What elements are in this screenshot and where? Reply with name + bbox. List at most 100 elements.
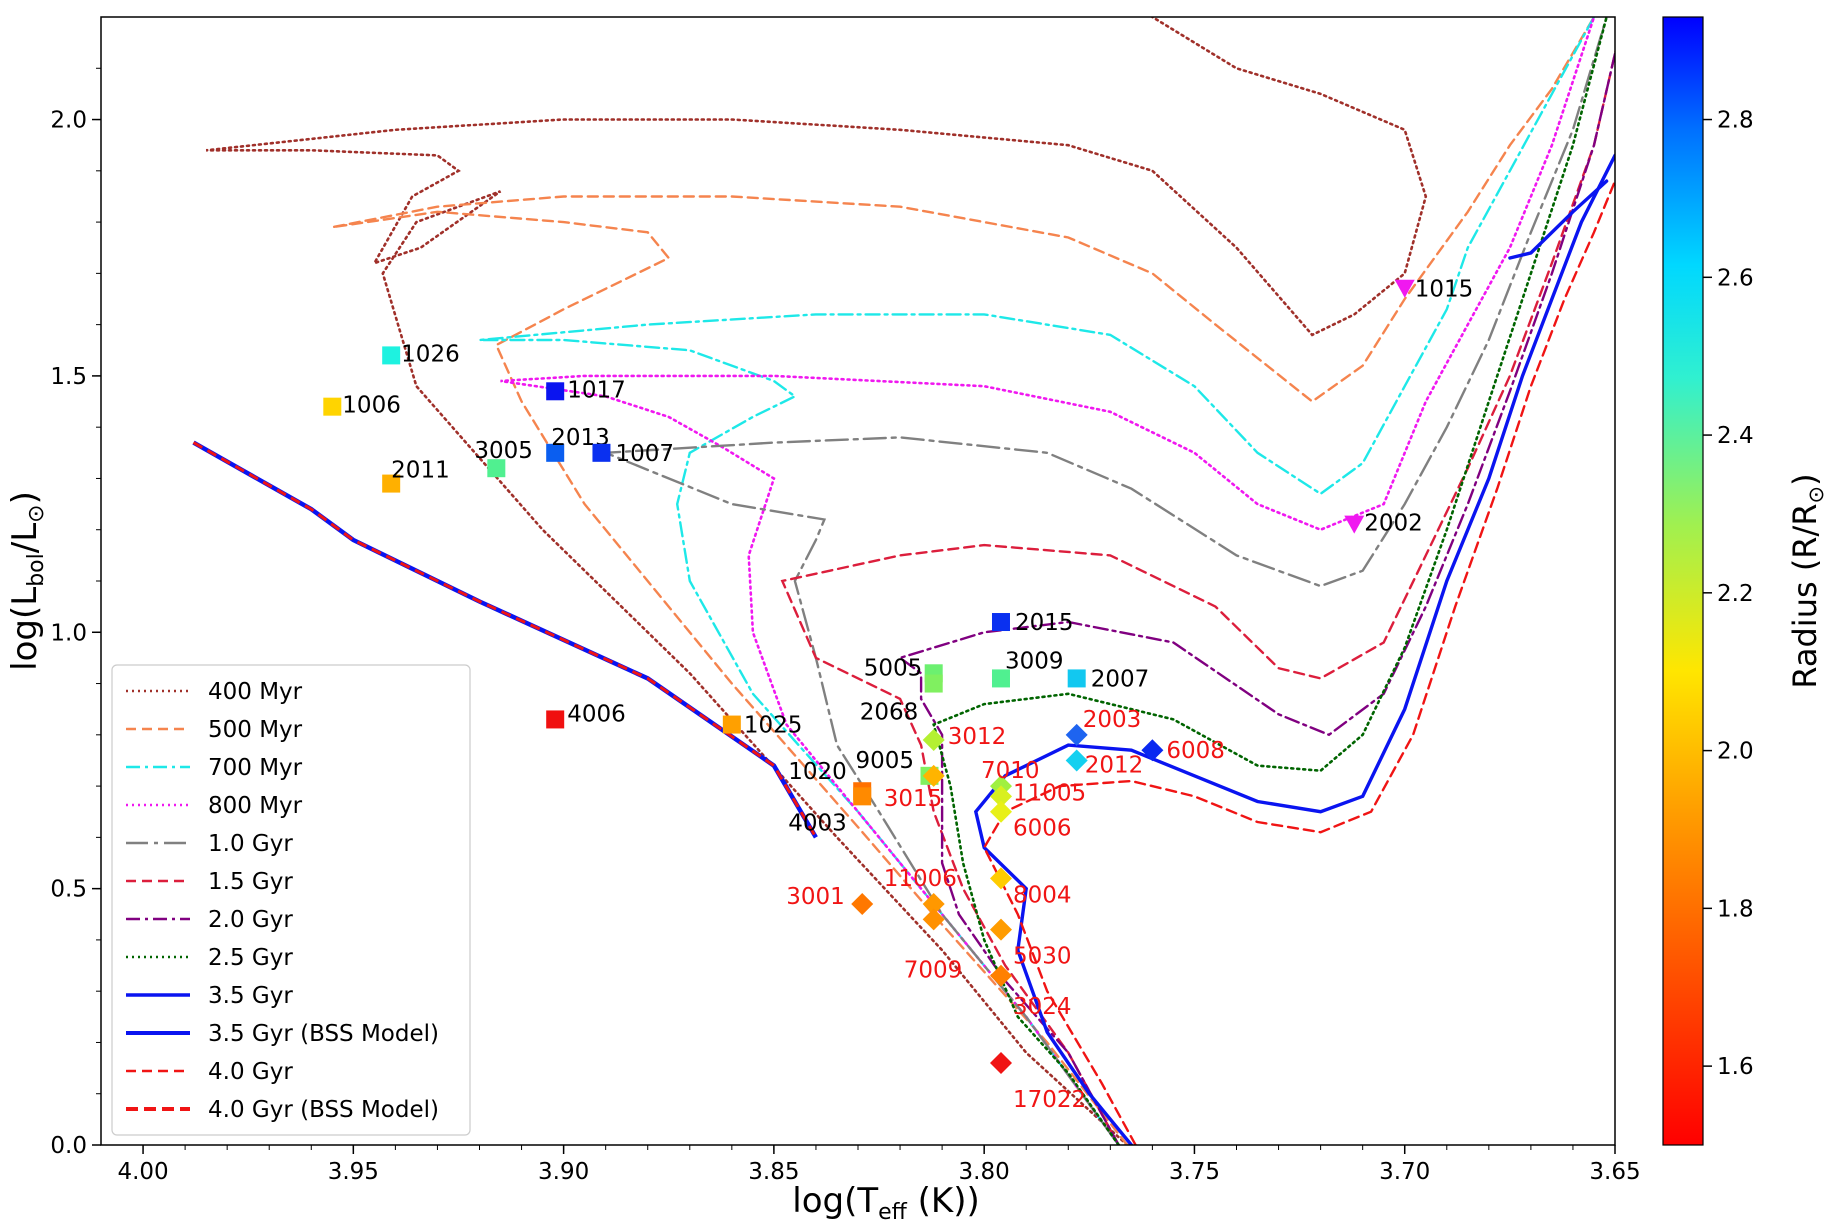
isochrone-3 — [500, 17, 1596, 1145]
star-marker-square — [546, 710, 565, 729]
star-label: 2003 — [1083, 707, 1142, 733]
y-tick-label: 1.5 — [50, 364, 87, 390]
star-marker-square — [924, 674, 943, 693]
star-label: 8004 — [1013, 882, 1072, 908]
star-marker-diamond — [922, 893, 945, 916]
star-marker-square — [991, 669, 1010, 688]
x-tick-label: 3.95 — [328, 1159, 379, 1185]
star-marker-square — [382, 474, 401, 493]
star-label: 4003 — [788, 810, 847, 836]
x-tick-label: 3.85 — [748, 1159, 799, 1185]
isochrone-6 — [897, 48, 1615, 1145]
isochrone-5 — [780, 48, 1615, 1145]
star-1006: 1006 — [323, 393, 401, 419]
star-5030: 5030 — [989, 918, 1072, 970]
star-marker-diamond — [989, 785, 1012, 808]
star-3015: 3015 — [884, 764, 945, 812]
x-tick-label: 4.00 — [117, 1159, 168, 1185]
legend-entry: 4.0 Gyr — [126, 1059, 293, 1085]
star-label: 9005 — [855, 748, 914, 774]
legend-entry: 4.0 Gyr (BSS Model) — [126, 1097, 439, 1123]
legend-entry: 400 Myr — [126, 679, 303, 705]
svg-text:Radius (R/R⊙): Radius (R/R⊙) — [1786, 473, 1827, 688]
star-1017: 1017 — [546, 377, 626, 403]
legend-label: 4.0 Gyr (BSS Model) — [208, 1097, 439, 1123]
colorbar-tick-label: 1.8 — [1717, 896, 1754, 922]
x-axis: 4.00 3.95 3.90 3.85 3.80 3.75 3.70 3.65 — [117, 1145, 1641, 1185]
x-tick-label: 3.80 — [959, 1159, 1010, 1185]
star-marker-square — [592, 443, 611, 462]
star-marker-square — [382, 346, 401, 365]
star-label: 11005 — [1013, 780, 1086, 806]
star-marker-square — [853, 787, 872, 806]
star-2007: 2007 — [1067, 666, 1150, 692]
star-17022: 17022 — [989, 1051, 1086, 1113]
star-label: 3009 — [1005, 648, 1064, 674]
colorbar-ticks: 1.6 1.8 2.0 2.2 2.4 2.6 2.8 — [1703, 108, 1754, 1080]
legend: 400 Myr 500 Myr 700 Myr 800 Myr 1.0 Gyr 1.5 G… — [111, 664, 471, 1136]
star-marker-diamond — [851, 893, 874, 916]
isochrone-4 — [605, 17, 1608, 1145]
legend-label: 2.5 Gyr — [208, 945, 293, 971]
star-2068: 2068 — [860, 674, 943, 726]
star-label: 2007 — [1091, 666, 1150, 692]
star-11005: 11005 — [989, 780, 1086, 808]
svg-text:log(Lbol/L⊙): log(Lbol/L⊙) — [5, 491, 49, 671]
star-marker-square — [323, 397, 342, 416]
star-1007: 1007 — [592, 441, 674, 467]
star-3024: 3024 — [989, 964, 1072, 1020]
star-marker-square — [991, 613, 1010, 632]
star-marker-diamond — [922, 908, 945, 931]
star-marker-diamond — [922, 764, 945, 787]
star-marker-diamond — [989, 918, 1012, 941]
legend-entry: 2.5 Gyr — [126, 945, 293, 971]
star-label: 1025 — [744, 713, 803, 739]
star-marker-square — [722, 715, 741, 734]
legend-label: 4.0 Gyr — [208, 1059, 293, 1085]
legend-label: 1.0 Gyr — [208, 831, 293, 857]
star-marker-square — [487, 459, 506, 478]
star-label: 4006 — [567, 701, 626, 727]
star-label: 2011 — [391, 458, 450, 484]
star-marker-diamond — [922, 728, 945, 751]
isochrone-1 — [332, 17, 1596, 1145]
legend-entry: 3.5 Gyr (BSS Model) — [126, 1021, 439, 1047]
star-marker-diamond — [1141, 739, 1164, 762]
star-label: 5005 — [864, 655, 923, 681]
legend-label: 3.5 Gyr — [208, 983, 293, 1009]
star-label: 3015 — [884, 786, 943, 812]
legend-label: 800 Myr — [208, 793, 303, 819]
y-tick-label: 1.0 — [50, 620, 87, 646]
star-marker-square — [546, 382, 565, 401]
legend-label: 3.5 Gyr (BSS Model) — [208, 1021, 439, 1047]
star-7009: 7009 — [904, 908, 962, 983]
star-label: 1006 — [342, 393, 401, 419]
isochrone-9 — [982, 179, 1615, 1145]
star-11006: 11006 — [884, 866, 957, 916]
star-label: 6006 — [1013, 816, 1072, 842]
legend-label: 400 Myr — [208, 679, 303, 705]
star-label: 7010 — [981, 758, 1040, 784]
legend-label: 500 Myr — [208, 717, 303, 743]
star-4006: 4006 — [546, 701, 626, 729]
star-label: 2002 — [1364, 511, 1423, 537]
isochrone-7 — [932, 17, 1608, 1145]
star-label: 1017 — [567, 377, 626, 403]
star-label: 3001 — [786, 884, 845, 910]
star-label: 17022 — [1013, 1087, 1086, 1113]
star-label: 3005 — [474, 438, 533, 464]
colorbar-tick-label: 2.4 — [1717, 423, 1754, 449]
colorbar-tick-label: 2.8 — [1717, 108, 1754, 134]
star-6006: 6006 — [989, 800, 1072, 842]
star-marker-diamond — [1065, 723, 1088, 746]
star-markers: 1026100610172013100720113005101520022015… — [323, 277, 1473, 1113]
star-4003: 4003 — [788, 787, 872, 836]
star-label: 11006 — [884, 866, 957, 892]
star-2003: 2003 — [1065, 707, 1142, 746]
star-label: 1007 — [615, 441, 674, 467]
star-label: 3024 — [1013, 994, 1072, 1020]
x-tick-label: 3.75 — [1169, 1159, 1220, 1185]
star-1026: 1026 — [382, 341, 460, 367]
star-marker-diamond — [989, 964, 1012, 987]
